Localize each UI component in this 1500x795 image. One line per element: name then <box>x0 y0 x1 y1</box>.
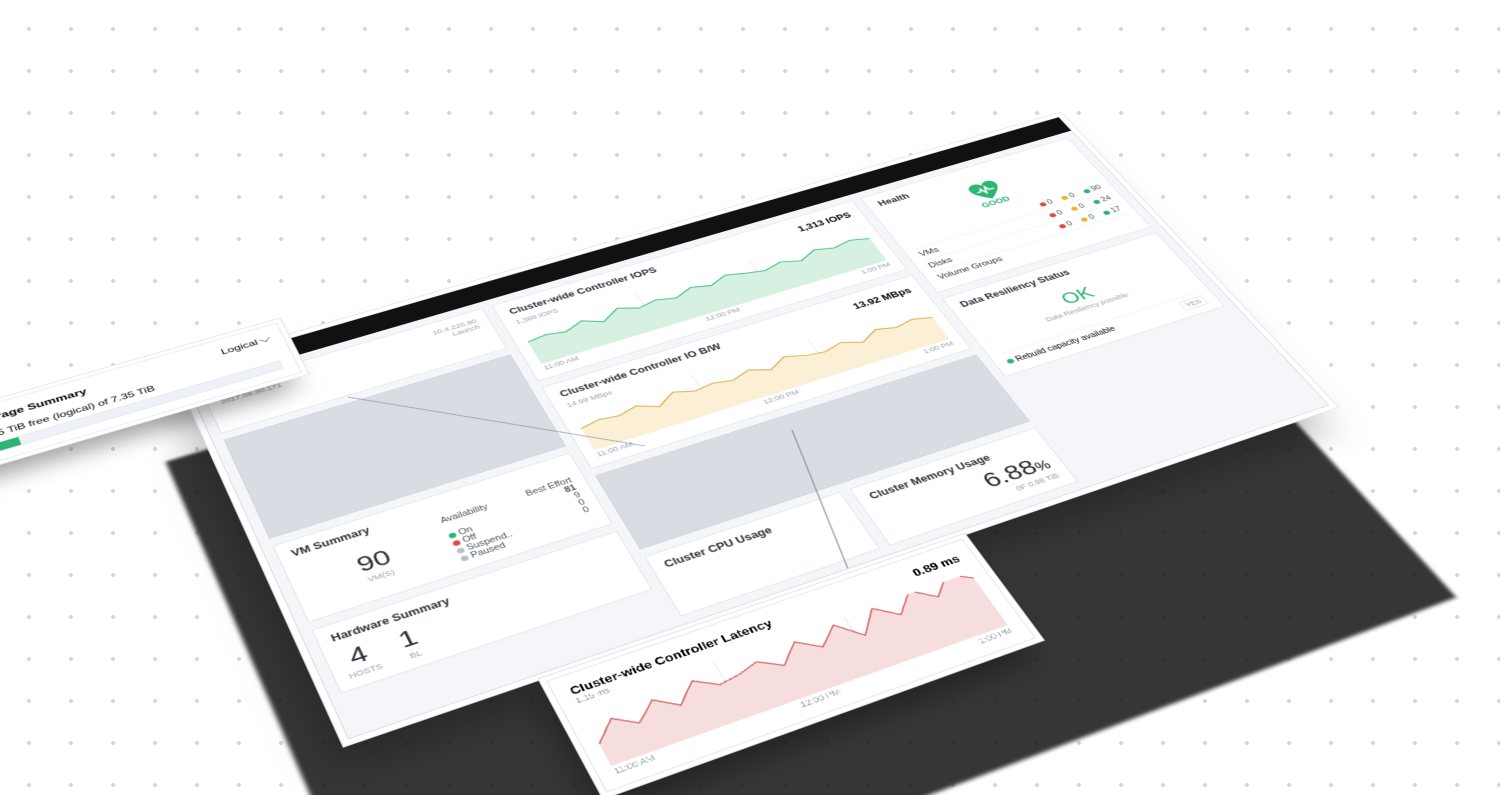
resiliency-footer: Rebuild capacity available <box>1014 324 1118 362</box>
vm-count-label: VM(S) <box>311 550 451 601</box>
hardware-summary-title: Hardware Summary <box>329 542 614 644</box>
resiliency-badge: YES <box>1178 295 1208 310</box>
cpu-usage-title: Cluster CPU Usage <box>662 503 840 570</box>
vm-summary-card[interactable]: VM Summary 90 VM(S) AvailabilityBest Eff… <box>273 452 613 622</box>
vm-count: 90 <box>300 528 447 594</box>
hosts-label: HOSTS <box>347 661 384 680</box>
memory-value: 6.88 <box>977 455 1042 492</box>
hosts-count: 4 <box>336 637 380 672</box>
blocks-count: 1 <box>394 624 422 653</box>
memory-usage-title: Cluster Memory Usage <box>867 438 1036 501</box>
vm-summary-title: VM Summary <box>289 463 567 558</box>
blocks-label: BL <box>406 647 426 660</box>
chevron-down-icon <box>259 335 270 342</box>
